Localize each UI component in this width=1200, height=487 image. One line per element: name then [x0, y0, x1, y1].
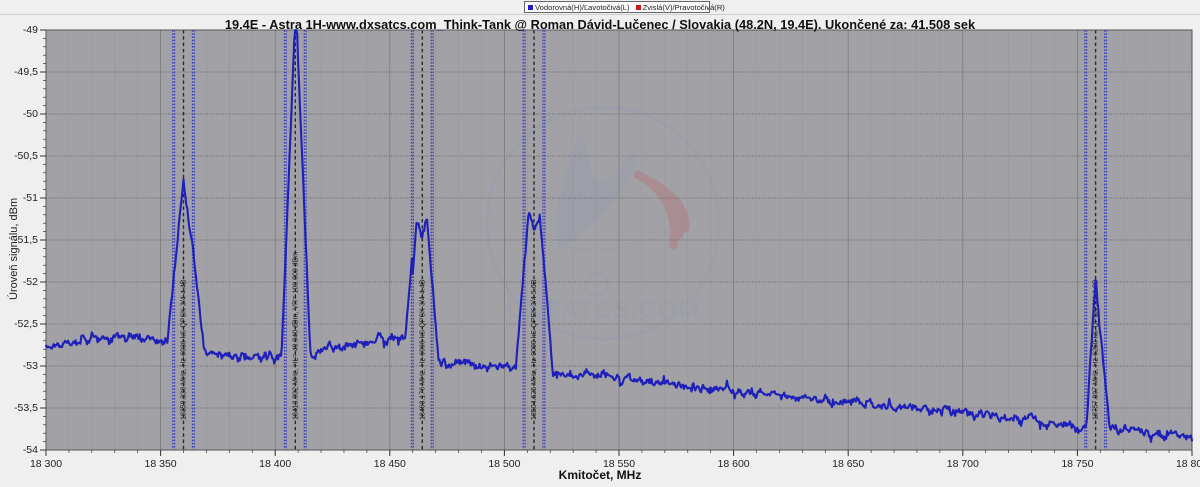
svg-text:-52,5: -52,5 — [14, 318, 38, 330]
svg-text:-54: -54 — [23, 444, 38, 456]
svg-text:-50: -50 — [23, 108, 38, 120]
svg-text:18504.625 MHz, Hz-9000 kS-QPSK: 18504.625 MHz, Hz-9000 kS-QPSK-3/4-5.6B — [531, 279, 538, 420]
svg-text:18463.176 MHz, Hz-6996 kS-QPSK: 18463.176 MHz, Hz-6996 kS-QPSK-3/4-4.4B — [419, 279, 426, 420]
svg-text:18413.002 MHz, HL=-49.040 dBm,: 18413.002 MHz, HL=-49.040 dBm, VR=-100.0… — [292, 252, 299, 420]
svg-text:-52: -52 — [23, 276, 38, 288]
svg-text:-49,5: -49,5 — [14, 66, 38, 78]
svg-text:-53,5: -53,5 — [14, 402, 38, 414]
svg-text:-50,5: -50,5 — [14, 150, 38, 162]
svg-text:-53: -53 — [23, 360, 38, 372]
svg-text:-51: -51 — [23, 192, 38, 204]
svg-text:18359.338 MHz, Hz-6936 kS-QPSK: 18359.338 MHz, Hz-6936 kS-QPSK-3/4-4.4B — [181, 279, 188, 420]
